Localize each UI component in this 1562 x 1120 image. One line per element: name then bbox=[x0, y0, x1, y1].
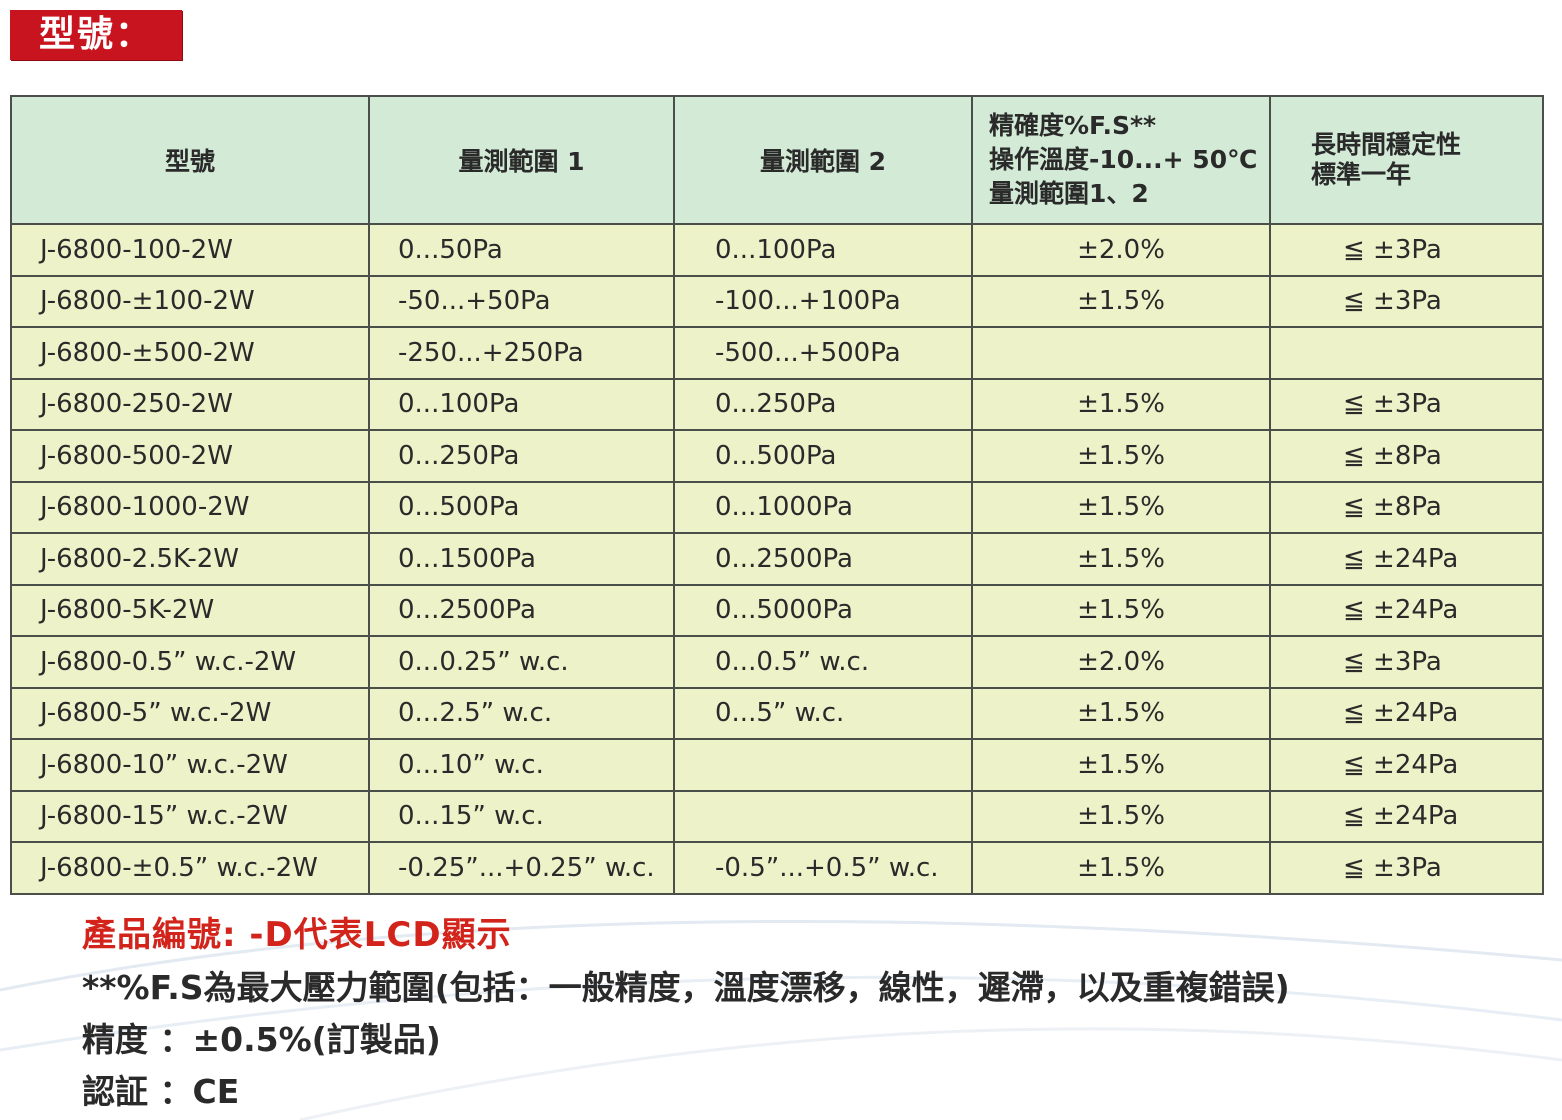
cell-accuracy: ±1.5% bbox=[971, 429, 1271, 483]
cell-stability: ≦ ±3Pa bbox=[1269, 841, 1544, 895]
model-spec-table: 型號 量測範圍 1 量測範圍 2 精確度%F.S** 操作溫度-10...+ 5… bbox=[10, 95, 1544, 895]
cell-accuracy: ±1.5% bbox=[971, 377, 1271, 431]
cell-range-1: 0...15” w.c. bbox=[368, 789, 675, 843]
cell-accuracy: ±2.0% bbox=[971, 635, 1271, 689]
cell-range-1: 0...10” w.c. bbox=[368, 738, 675, 792]
cell-stability: ≦ ±24Pa bbox=[1269, 686, 1544, 740]
cell-range-2: -0.5”...+0.5” w.c. bbox=[673, 841, 973, 895]
cell-model: J-6800-250-2W bbox=[10, 377, 370, 431]
table-row: J-6800-250-2W 0...100Pa 0...250Pa ±1.5% … bbox=[10, 377, 1544, 431]
cell-range-2 bbox=[673, 738, 973, 792]
cell-stability: ≦ ±8Pa bbox=[1269, 429, 1544, 483]
cell-stability: ≦ ±8Pa bbox=[1269, 480, 1544, 534]
cell-range-1: 0...1500Pa bbox=[368, 532, 675, 586]
cell-model: J-6800-1000-2W bbox=[10, 480, 370, 534]
cell-model: J-6800-500-2W bbox=[10, 429, 370, 483]
cell-stability: ≦ ±24Pa bbox=[1269, 583, 1544, 637]
cell-model: J-6800-±500-2W bbox=[10, 326, 370, 380]
cell-range-2: 0...2500Pa bbox=[673, 532, 973, 586]
cell-stability: ≦ ±3Pa bbox=[1269, 223, 1544, 277]
table-row: J-6800-±0.5” w.c.-2W -0.25”...+0.25” w.c… bbox=[10, 841, 1544, 895]
header-accuracy-line: 量測範圍1、2 bbox=[989, 179, 1149, 208]
cell-range-2 bbox=[673, 789, 973, 843]
model-title-badge: 型號： bbox=[10, 10, 182, 60]
header-accuracy-line: 操作溫度-10...+ 50℃ bbox=[989, 145, 1258, 174]
table-row: J-6800-0.5” w.c.-2W 0...0.25” w.c. 0...0… bbox=[10, 635, 1544, 689]
header-range-1: 量測範圍 1 bbox=[368, 95, 675, 225]
header-accuracy: 精確度%F.S** 操作溫度-10...+ 50℃ 量測範圍1、2 bbox=[971, 95, 1271, 225]
cell-range-2: 0...1000Pa bbox=[673, 480, 973, 534]
header-row: 型號 量測範圍 1 量測範圍 2 精確度%F.S** 操作溫度-10...+ 5… bbox=[10, 95, 1544, 225]
cell-accuracy: ±1.5% bbox=[971, 841, 1271, 895]
table-row: J-6800-15” w.c.-2W 0...15” w.c. ±1.5% ≦ … bbox=[10, 789, 1544, 843]
cell-range-2: -100...+100Pa bbox=[673, 274, 973, 328]
cell-model: J-6800-100-2W bbox=[10, 223, 370, 277]
cell-range-2: 0...5” w.c. bbox=[673, 686, 973, 740]
header-stability: 長時間穩定性 標準一年 bbox=[1269, 95, 1544, 225]
cell-model: J-6800-2.5K-2W bbox=[10, 532, 370, 586]
cell-accuracy: ±1.5% bbox=[971, 274, 1271, 328]
cell-range-1: 0...500Pa bbox=[368, 480, 675, 534]
fs-definition-note: **%F.S為最大壓力範圍(包括：一般精度，溫度漂移，線性，遲滯，以及重複錯誤) bbox=[82, 968, 1290, 1007]
table-header: 型號 量測範圍 1 量測範圍 2 精確度%F.S** 操作溫度-10...+ 5… bbox=[10, 95, 1544, 225]
table-row: J-6800-±500-2W -250...+250Pa -500...+500… bbox=[10, 326, 1544, 380]
cell-model: J-6800-±100-2W bbox=[10, 274, 370, 328]
cell-range-2: 0...500Pa bbox=[673, 429, 973, 483]
cell-range-1: -250...+250Pa bbox=[368, 326, 675, 380]
cell-stability: ≦ ±3Pa bbox=[1269, 377, 1544, 431]
header-accuracy-line: 精確度%F.S** bbox=[989, 111, 1157, 140]
cell-stability: ≦ ±24Pa bbox=[1269, 789, 1544, 843]
cell-accuracy: ±1.5% bbox=[971, 480, 1271, 534]
cell-accuracy: ±1.5% bbox=[971, 686, 1271, 740]
header-stability-line: 標準一年 bbox=[1311, 160, 1412, 189]
table-row: J-6800-5” w.c.-2W 0...2.5” w.c. 0...5” w… bbox=[10, 686, 1544, 740]
cell-range-1: -50...+50Pa bbox=[368, 274, 675, 328]
cell-model: J-6800-5” w.c.-2W bbox=[10, 686, 370, 740]
cell-range-1: -0.25”...+0.25” w.c. bbox=[368, 841, 675, 895]
cell-model: J-6800-0.5” w.c.-2W bbox=[10, 635, 370, 689]
precision-note: 精度 ：±0.5%(訂製品) bbox=[82, 1020, 441, 1059]
cell-stability: ≦ ±24Pa bbox=[1269, 532, 1544, 586]
cell-stability: ≦ ±3Pa bbox=[1269, 274, 1544, 328]
certification-note: 認証 ：CE bbox=[82, 1072, 240, 1111]
notes-section: 產品編號: -D代表LCD顯示 **%F.S為最大壓力範圍(包括：一般精度，溫度… bbox=[82, 912, 1542, 1118]
cell-accuracy: ±1.5% bbox=[971, 738, 1271, 792]
table-body: J-6800-100-2W 0...50Pa 0...100Pa ±2.0% ≦… bbox=[10, 223, 1544, 895]
cell-stability: ≦ ±24Pa bbox=[1269, 738, 1544, 792]
cell-range-1: 0...100Pa bbox=[368, 377, 675, 431]
table-row: J-6800-100-2W 0...50Pa 0...100Pa ±2.0% ≦… bbox=[10, 223, 1544, 277]
header-stability-line: 長時間穩定性 bbox=[1311, 130, 1462, 159]
cell-model: J-6800-5K-2W bbox=[10, 583, 370, 637]
table-row: J-6800-±100-2W -50...+50Pa -100...+100Pa… bbox=[10, 274, 1544, 328]
header-model: 型號 bbox=[10, 95, 370, 225]
cell-range-2: 0...0.5” w.c. bbox=[673, 635, 973, 689]
cell-accuracy: ±2.0% bbox=[971, 223, 1271, 277]
cell-model: J-6800-15” w.c.-2W bbox=[10, 789, 370, 843]
cell-stability: ≦ ±3Pa bbox=[1269, 635, 1544, 689]
cell-accuracy bbox=[971, 326, 1271, 380]
cell-stability bbox=[1269, 326, 1544, 380]
table-row: J-6800-5K-2W 0...2500Pa 0...5000Pa ±1.5%… bbox=[10, 583, 1544, 637]
cell-accuracy: ±1.5% bbox=[971, 789, 1271, 843]
cell-range-2: 0...100Pa bbox=[673, 223, 973, 277]
cell-accuracy: ±1.5% bbox=[971, 532, 1271, 586]
cell-model: J-6800-10” w.c.-2W bbox=[10, 738, 370, 792]
cell-range-1: 0...50Pa bbox=[368, 223, 675, 277]
header-range-2: 量測範圍 2 bbox=[673, 95, 973, 225]
cell-range-2: 0...5000Pa bbox=[673, 583, 973, 637]
table-row: J-6800-1000-2W 0...500Pa 0...1000Pa ±1.5… bbox=[10, 480, 1544, 534]
cell-range-1: 0...2.5” w.c. bbox=[368, 686, 675, 740]
cell-accuracy: ±1.5% bbox=[971, 583, 1271, 637]
table-row: J-6800-10” w.c.-2W 0...10” w.c. ±1.5% ≦ … bbox=[10, 738, 1544, 792]
cell-range-2: -500...+500Pa bbox=[673, 326, 973, 380]
table-row: J-6800-2.5K-2W 0...1500Pa 0...2500Pa ±1.… bbox=[10, 532, 1544, 586]
cell-range-1: 0...2500Pa bbox=[368, 583, 675, 637]
product-code-note: 產品編號: -D代表LCD顯示 bbox=[82, 915, 512, 955]
cell-model: J-6800-±0.5” w.c.-2W bbox=[10, 841, 370, 895]
table-row: J-6800-500-2W 0...250Pa 0...500Pa ±1.5% … bbox=[10, 429, 1544, 483]
cell-range-2: 0...250Pa bbox=[673, 377, 973, 431]
cell-range-1: 0...250Pa bbox=[368, 429, 675, 483]
cell-range-1: 0...0.25” w.c. bbox=[368, 635, 675, 689]
